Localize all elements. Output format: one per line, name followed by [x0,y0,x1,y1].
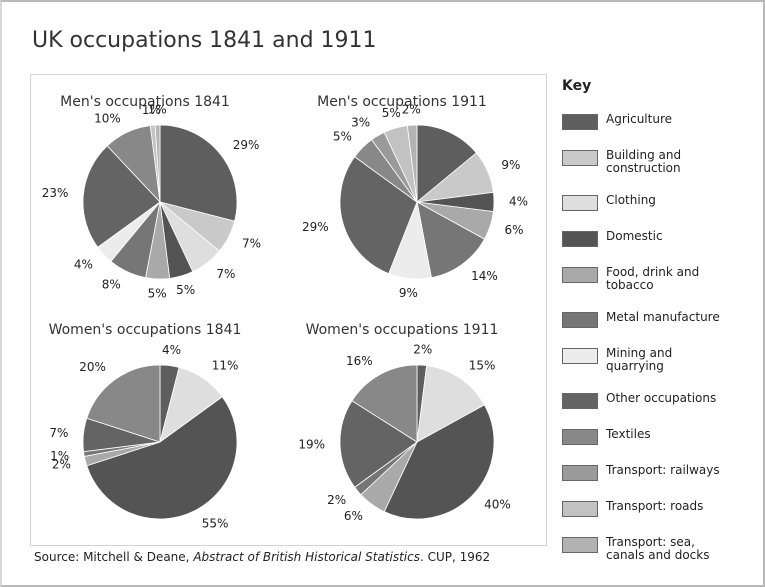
data-label: 4% [162,343,181,357]
legend-label: Textiles [606,427,651,441]
legend-swatch [562,231,598,247]
legend-item: Food, drink and tobacco [562,266,752,292]
pie-slice [154,124,161,203]
legend-swatch [562,312,598,328]
legend-label: Other occupations [606,391,717,405]
data-label: 4% [74,257,93,271]
chart-panel [30,74,547,546]
pie-slice [159,124,238,222]
legend-swatch [562,150,598,166]
source-book: Abstract of British Historical Statistic… [193,550,420,564]
legend-label: Food, drink and tobacco [606,265,700,292]
legend-item: Mining and quarrying [562,347,752,373]
data-label: 5% [382,106,401,120]
pie-slice [406,124,418,203]
data-label: 7% [49,426,68,440]
data-label: 6% [504,223,523,237]
pie-title: Men's occupations 1911 [317,94,487,110]
pie-slice [86,396,238,520]
data-label: 6% [344,509,363,523]
legend-swatch [562,393,598,409]
legend-swatch [562,267,598,283]
legend-swatch [562,537,598,553]
data-label: 9% [501,158,520,172]
data-label: 40% [484,497,511,511]
data-label: 16% [346,354,373,368]
legend-swatch [562,429,598,445]
source-text: Source: Mitchell & Deane, [34,550,194,564]
data-label: 7% [242,236,261,250]
pie-slice [416,365,486,443]
pie-slice [416,124,477,203]
data-label: 2% [402,103,421,117]
data-label: 9% [399,286,418,300]
pie-slice [339,400,418,488]
data-label: 29% [302,220,329,234]
data-label: 10% [94,111,121,125]
source-text: . CUP, 1962 [419,550,491,564]
data-label: 23% [42,186,69,200]
legend-label: Metal manufacture [606,310,720,324]
legend-label: Agriculture [606,112,672,126]
data-label: 2% [52,457,71,471]
pie-title: Women's occupations 1911 [306,322,499,338]
legend: Key Agriculture Building and construction… [562,78,752,562]
data-label: 5% [148,286,167,300]
legend-item: Clothing [562,194,752,211]
legend-swatch [562,501,598,517]
data-label: 7% [216,267,235,281]
legend-label: Clothing [606,193,656,207]
legend-item: Domestic [562,230,752,247]
legend-label: Mining and quarrying [606,346,673,373]
legend-label: Transport: sea, canals and docks [606,535,710,562]
legend-item: Other occupations [562,392,752,409]
legend-item: Transport: railways [562,464,752,481]
legend-item: Transport: sea, canals and docks [562,536,752,562]
data-label: 14% [471,269,498,283]
legend-swatch [562,348,598,364]
legend-item: Textiles [562,428,752,445]
legend-item: Agriculture [562,113,752,130]
pie-slice [339,156,418,275]
data-label: 15% [469,358,496,372]
legend-label: Transport: roads [606,499,704,513]
legend-item: Metal manufacture [562,311,752,328]
data-label: 8% [102,278,121,292]
data-label: 2% [413,343,432,357]
data-label: 3% [351,115,370,129]
data-label: 55% [202,516,229,530]
data-label: 1% [142,103,161,117]
legend-label: Transport: railways [606,463,720,477]
legend-label: Building and construction [606,148,682,175]
source: Source: Mitchell & Deane, Abstract of Br… [34,550,490,564]
data-label: 11% [212,358,239,372]
legend-title: Key [562,78,592,94]
pie-slice [416,201,486,279]
data-label: 19% [298,437,325,451]
data-label: 4% [509,195,528,209]
pie-slice [86,364,161,443]
data-label: 2% [327,493,346,507]
data-label: 1% [50,449,69,463]
pie-slice [82,145,161,248]
legend-label: Domestic [606,229,663,243]
pie-title: Men's occupations 1841 [60,94,230,110]
data-label: 20% [79,360,106,374]
data-label: 5% [333,129,352,143]
pie-slice [383,404,495,520]
legend-item: Transport: roads [562,500,752,517]
data-label: 29% [233,138,260,152]
legend-swatch [562,195,598,211]
legend-item: Building and construction [562,149,752,175]
data-label: 5% [176,283,195,297]
legend-swatch [562,465,598,481]
legend-swatch [562,114,598,130]
title: UK occupations 1841 and 1911 [32,28,377,53]
pie-slice [351,364,418,443]
data-label: 1% [148,103,167,117]
pie-title: Women's occupations 1841 [49,322,242,338]
